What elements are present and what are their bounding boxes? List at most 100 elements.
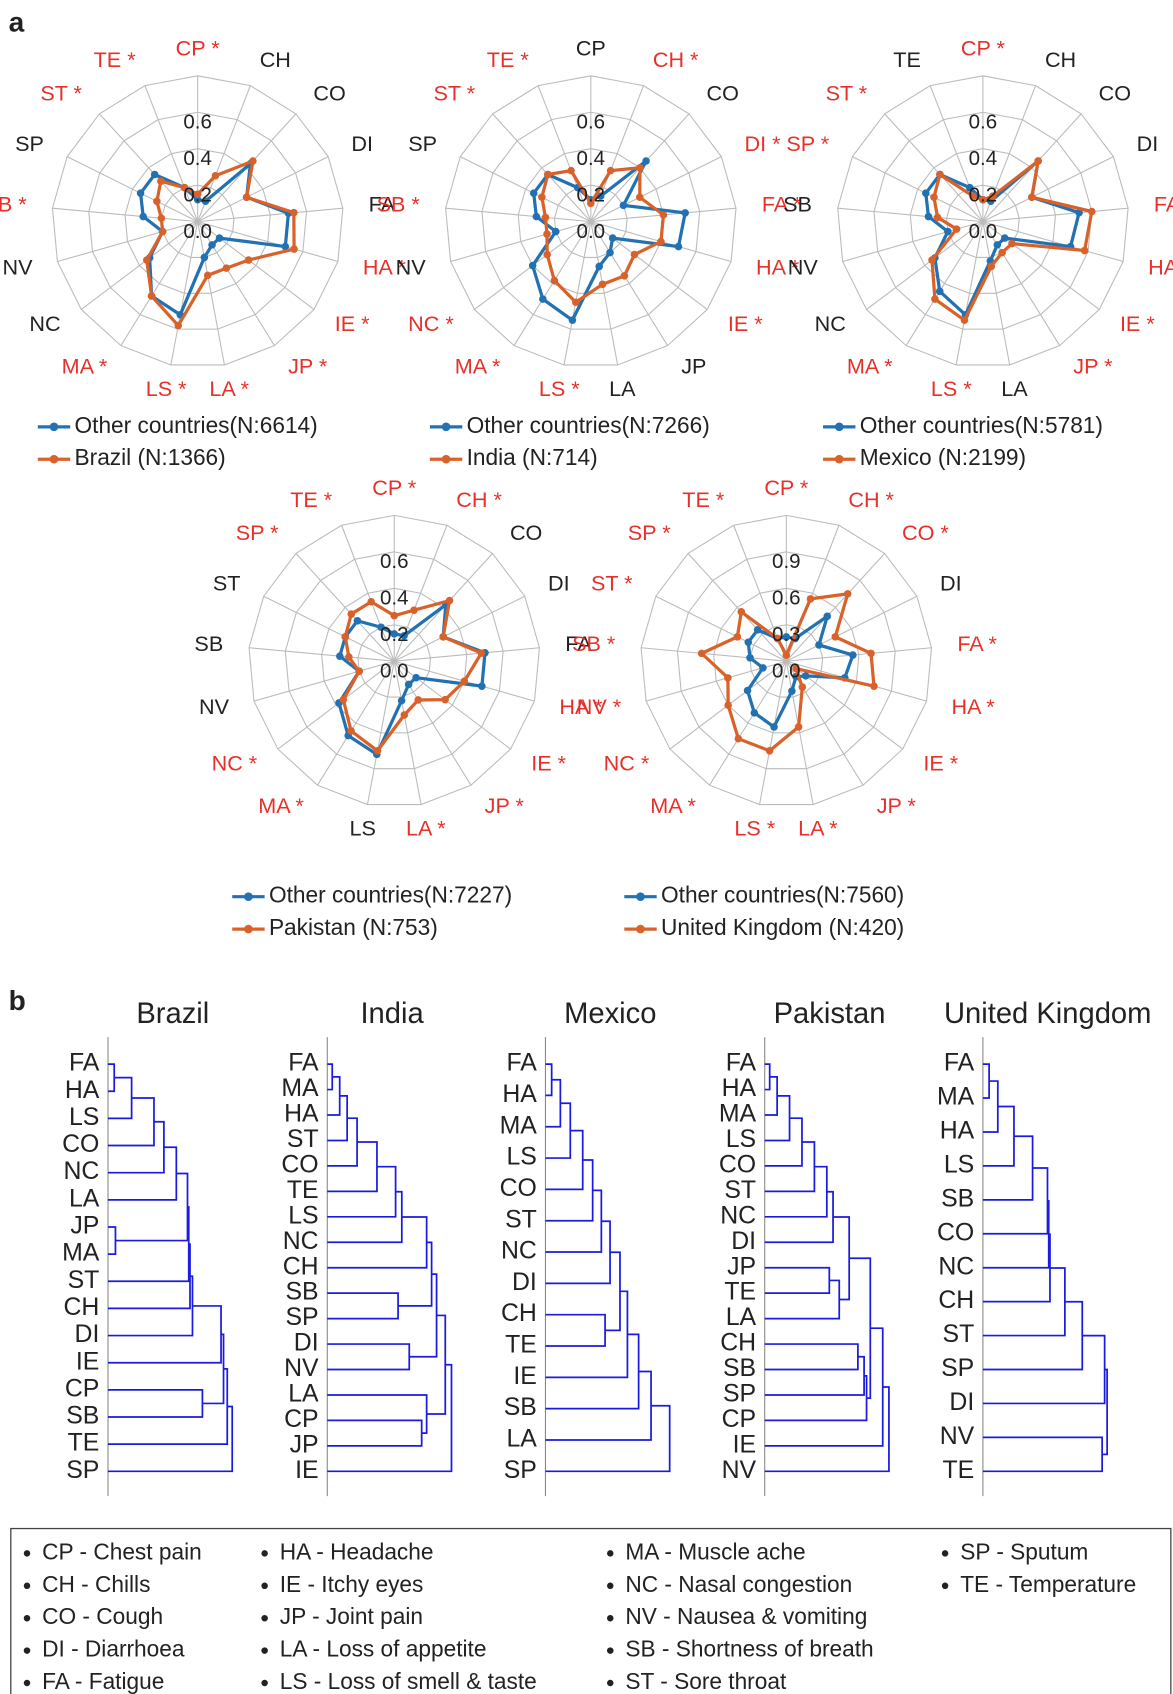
leaf-label: ST: [287, 1126, 319, 1153]
grid-ring: [51, 75, 344, 366]
point: [353, 617, 362, 625]
spoke: [563, 221, 592, 366]
dendrogram-link: [545, 1102, 572, 1159]
leaf-label: TE: [724, 1279, 756, 1306]
spoke: [687, 553, 787, 662]
spoke: [394, 647, 540, 662]
leaf-label: HA: [65, 1077, 100, 1104]
leaf-label: MA: [937, 1084, 975, 1111]
point: [1028, 193, 1036, 202]
point: [290, 208, 298, 217]
point: [347, 610, 356, 618]
leaf-label: TE: [287, 1177, 319, 1204]
category-label: IE *: [335, 311, 370, 336]
glossary-item: NV - Nausea & vomiting: [625, 1603, 867, 1629]
point: [636, 163, 644, 172]
tick-label: 0.6: [969, 110, 998, 133]
glossary-item: MA - Muscle ache: [625, 1538, 805, 1564]
leaf-label: TE: [68, 1430, 100, 1457]
leaf-label: SP: [286, 1304, 319, 1331]
category-label: CO: [1099, 80, 1131, 105]
spoke: [655, 595, 787, 662]
point: [1000, 234, 1009, 242]
point: [439, 633, 447, 641]
point: [843, 590, 852, 598]
point: [969, 192, 977, 200]
point: [724, 674, 732, 682]
spoke: [884, 113, 984, 222]
category-label: HA *: [952, 694, 996, 719]
dendrogram-link: [108, 1388, 204, 1418]
point: [598, 280, 607, 289]
leaf-label: CO: [937, 1219, 974, 1246]
dendrogram-link: [108, 1226, 117, 1255]
point: [979, 195, 987, 204]
dendrogram-link: [982, 1135, 1034, 1201]
point: [867, 649, 875, 658]
point: [642, 157, 650, 165]
point: [367, 597, 375, 606]
point: [397, 696, 406, 705]
category-label: SB *: [0, 191, 27, 216]
dendrogram-link: [327, 1075, 341, 1116]
point: [630, 250, 639, 259]
category-label: LA: [1001, 376, 1028, 401]
category-label: CO: [313, 80, 345, 105]
leaf-label: JP: [290, 1431, 319, 1458]
tick-label: 0.9: [772, 550, 801, 573]
glossary-item: DI - Diarrhoea: [42, 1636, 185, 1662]
point: [347, 727, 355, 735]
category-label: DI: [1137, 131, 1159, 156]
point: [965, 183, 974, 192]
grid-ring: [481, 111, 701, 330]
category-label: FA: [565, 631, 592, 656]
category-label: DI: [548, 570, 570, 595]
dendrogram-link: [764, 1343, 859, 1371]
tick-label: 0.2: [380, 623, 409, 646]
spoke: [852, 156, 984, 223]
grid-ring: [321, 587, 468, 734]
category-label: SP: [15, 131, 44, 156]
leaf-label: NV: [722, 1457, 757, 1484]
leaf-label: LA: [506, 1426, 537, 1453]
category-label: NV: [2, 254, 33, 279]
spoke: [786, 647, 932, 662]
dendrogram-link: [545, 1313, 606, 1347]
bullet: [607, 1647, 614, 1654]
point: [528, 261, 537, 270]
point: [924, 212, 933, 221]
point: [870, 682, 878, 690]
leaf-label: HA: [502, 1081, 537, 1108]
leaf-label: LS: [726, 1126, 756, 1153]
leaf-label: FA: [726, 1050, 757, 1077]
dendrogram-link: [108, 1368, 229, 1446]
point: [930, 193, 938, 202]
spoke: [80, 221, 198, 310]
point: [551, 227, 560, 236]
leaf-label: LS: [506, 1144, 536, 1171]
leaf-label: SB: [504, 1394, 537, 1421]
point: [773, 634, 782, 643]
point: [935, 287, 944, 296]
category-label: HA *: [363, 254, 407, 279]
leaf-label: HA: [722, 1075, 757, 1102]
point: [532, 212, 541, 221]
point: [193, 195, 202, 204]
point: [541, 213, 550, 222]
leaf-label: CO: [500, 1175, 537, 1202]
category-label: HA *: [756, 254, 800, 279]
spoke: [460, 156, 592, 223]
category-label: MA *: [455, 353, 501, 378]
dendrogram-link: [327, 1343, 411, 1371]
point: [249, 157, 257, 165]
point: [952, 225, 961, 233]
leaf-label: CP: [65, 1375, 99, 1402]
bullet: [607, 1550, 614, 1557]
point: [823, 612, 832, 621]
point: [931, 295, 939, 303]
point: [153, 197, 161, 206]
spoke: [248, 647, 395, 662]
leaf-label: SB: [66, 1403, 99, 1430]
legend-marker: [244, 924, 253, 934]
category-label: CO: [707, 80, 739, 105]
